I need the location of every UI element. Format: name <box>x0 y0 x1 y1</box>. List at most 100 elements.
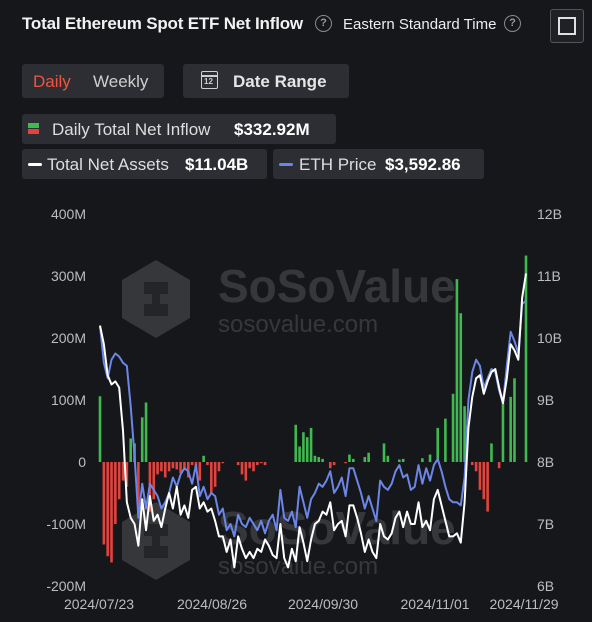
timezone-help-icon[interactable]: ? <box>504 15 521 32</box>
inflow-bar <box>455 279 459 462</box>
inflow-bar <box>129 438 132 462</box>
inflow-bar <box>317 457 321 462</box>
legend-assets-label: Total Net Assets <box>47 155 169 174</box>
inflow-bar <box>421 458 424 462</box>
inflow-bar <box>98 396 102 462</box>
inflow-bar <box>125 462 129 487</box>
inflow-chart[interactable]: SoSoValuesosovalue.comSoSoValuesosovalue… <box>0 190 592 622</box>
watermark-url: sosovalue.com <box>218 553 378 580</box>
inflow-bar <box>167 462 171 472</box>
chart-axes: 400M 300M 200M 100M 0 -100M -200M 12B 11B 10B 9B 8B… <box>46 206 562 612</box>
watermark-logo-icon <box>122 260 190 338</box>
inflow-bar <box>252 462 255 472</box>
watermark-brand: SoSoValue <box>218 260 456 312</box>
inflow-bar <box>459 313 463 462</box>
legend-eth-price[interactable]: ETH Price $3,592.86 <box>273 149 484 179</box>
inflow-bar <box>256 462 259 466</box>
period-toggle: Daily Weekly <box>22 64 164 98</box>
chart-lines <box>99 273 527 569</box>
inflow-bar <box>198 462 202 481</box>
watermark-s-mark <box>144 524 168 558</box>
inflow-bar <box>382 443 386 462</box>
date-range-button[interactable]: 12 Date Range <box>183 64 349 98</box>
fullscreen-button[interactable] <box>550 9 584 43</box>
calendar-icon: 12 <box>201 71 218 89</box>
inflow-bar <box>190 462 194 466</box>
inflow-bars <box>98 255 528 563</box>
weekly-tab[interactable]: Weekly <box>93 72 149 91</box>
x-axis-tick-label: 2024/11/01 <box>400 596 469 612</box>
inflow-bar <box>263 462 267 466</box>
left-axis-tick-label: -100M <box>46 516 86 532</box>
inflow-bar <box>398 459 401 462</box>
inflow-bar <box>106 462 109 557</box>
inflow-bar <box>294 424 298 462</box>
help-icon[interactable]: ? <box>315 15 332 32</box>
eth-line-swatch-icon <box>279 163 293 166</box>
inflow-bar <box>313 455 317 462</box>
inflow-bar <box>321 458 324 462</box>
inflow-bar <box>497 462 501 469</box>
inflow-bar <box>524 255 528 462</box>
inflow-bar <box>117 462 121 500</box>
inflow-bar <box>114 462 117 524</box>
right-axis-tick-label: 10B <box>537 330 562 346</box>
inflow-bar <box>513 378 516 462</box>
inflow-bar <box>110 462 113 563</box>
inflow-bar <box>490 443 493 462</box>
x-axis-tick-label: 2024/07/23 <box>64 596 134 612</box>
daily-tab[interactable]: Daily <box>33 72 71 91</box>
chart-title: Total Ethereum Spot ETF Net Inflow <box>22 14 303 33</box>
legend-inflow-value: $332.92M <box>234 120 310 139</box>
inflow-bar <box>428 454 432 462</box>
date-range-label: Date Range <box>233 72 327 91</box>
inflow-bar <box>217 462 221 472</box>
inflow-bar <box>401 458 405 462</box>
left-axis-tick-label: 300M <box>51 268 86 284</box>
inflow-bar <box>202 455 205 462</box>
inflow-bar <box>298 446 301 462</box>
x-axis-tick-label: 2024/11/29 <box>489 596 558 612</box>
inflow-bar <box>463 406 466 462</box>
watermark: SoSoValuesosovalue.comSoSoValuesosovalue… <box>122 260 456 580</box>
left-axis-tick-label: 200M <box>51 330 86 346</box>
inflow-bar <box>163 462 167 478</box>
inflow-bar <box>470 462 474 466</box>
x-axis-tick-label: 2024/08/26 <box>177 596 247 612</box>
inflow-bar <box>175 462 179 470</box>
inflow-bar <box>140 417 144 462</box>
chart-header: Total Ethereum Spot ETF Net Inflow ? Eas… <box>0 0 592 50</box>
inflow-bar <box>328 462 332 469</box>
inflow-bar <box>309 427 313 462</box>
x-axis-tick-label: 2024/09/30 <box>288 596 358 612</box>
inflow-bar <box>444 418 447 462</box>
inflow-bar <box>156 462 159 475</box>
assets-line-swatch-icon <box>28 163 42 166</box>
inflow-bar <box>478 462 482 490</box>
right-axis-tick-label: 12B <box>537 206 562 222</box>
inflow-bar <box>486 462 489 512</box>
left-axis-tick-label: 100M <box>51 392 86 408</box>
legend-eth-label: ETH Price <box>299 155 377 174</box>
inflow-bar <box>474 462 478 472</box>
right-axis-tick-label: 8B <box>537 454 554 470</box>
right-axis-tick-label: 6B <box>537 578 554 594</box>
inflow-bar <box>206 462 209 466</box>
inflow-bar <box>482 462 486 500</box>
legend-daily-inflow[interactable]: Daily Total Net Inflow $332.92M <box>22 114 336 144</box>
inflow-bar <box>305 437 309 462</box>
total-net-assets-line <box>99 273 527 569</box>
left-axis-tick-label: 0 <box>78 454 86 470</box>
right-axis-tick-label: 7B <box>537 516 554 532</box>
legend-inflow-label: Daily Total Net Inflow <box>52 120 211 139</box>
left-axis-tick-label: -200M <box>46 578 86 594</box>
inflow-bar <box>509 396 512 462</box>
legend-assets-value: $11.04B <box>185 155 249 174</box>
inflow-bar <box>221 462 225 464</box>
inflow-bar <box>386 455 390 462</box>
inflow-bar <box>352 458 355 462</box>
watermark-url: sosovalue.com <box>218 311 378 338</box>
right-axis-tick-label: 9B <box>537 392 554 408</box>
inflow-bar <box>171 462 175 469</box>
legend-total-net-assets[interactable]: Total Net Assets $11.04B <box>22 149 267 179</box>
